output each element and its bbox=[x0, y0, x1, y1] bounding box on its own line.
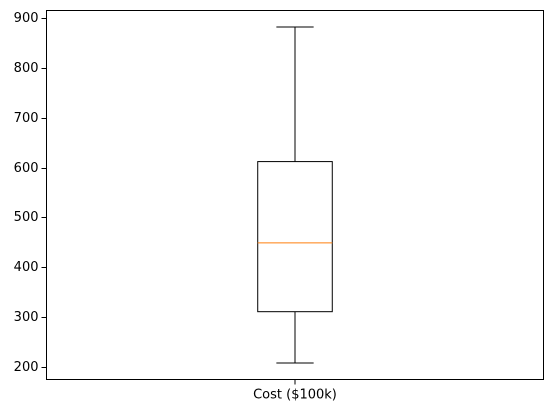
x-axis: Cost ($100k) bbox=[253, 379, 337, 403]
y-tick-label: 800 bbox=[14, 61, 39, 76]
y-tick-label: 900 bbox=[14, 11, 39, 26]
y-tick-label: 200 bbox=[14, 360, 39, 375]
box-group bbox=[257, 26, 333, 364]
y-tick-label: 500 bbox=[14, 210, 39, 225]
x-tick-label: Cost ($100k) bbox=[253, 388, 337, 403]
plot-layer bbox=[257, 26, 333, 364]
y-tick-label: 700 bbox=[14, 111, 39, 126]
y-tick-label: 400 bbox=[14, 260, 39, 275]
y-tick-label: 600 bbox=[14, 161, 39, 176]
y-axis: 200 300 400 500 600 700 800 900 bbox=[14, 11, 47, 375]
y-tick-label: 300 bbox=[14, 310, 39, 325]
iqr-box bbox=[257, 161, 333, 313]
